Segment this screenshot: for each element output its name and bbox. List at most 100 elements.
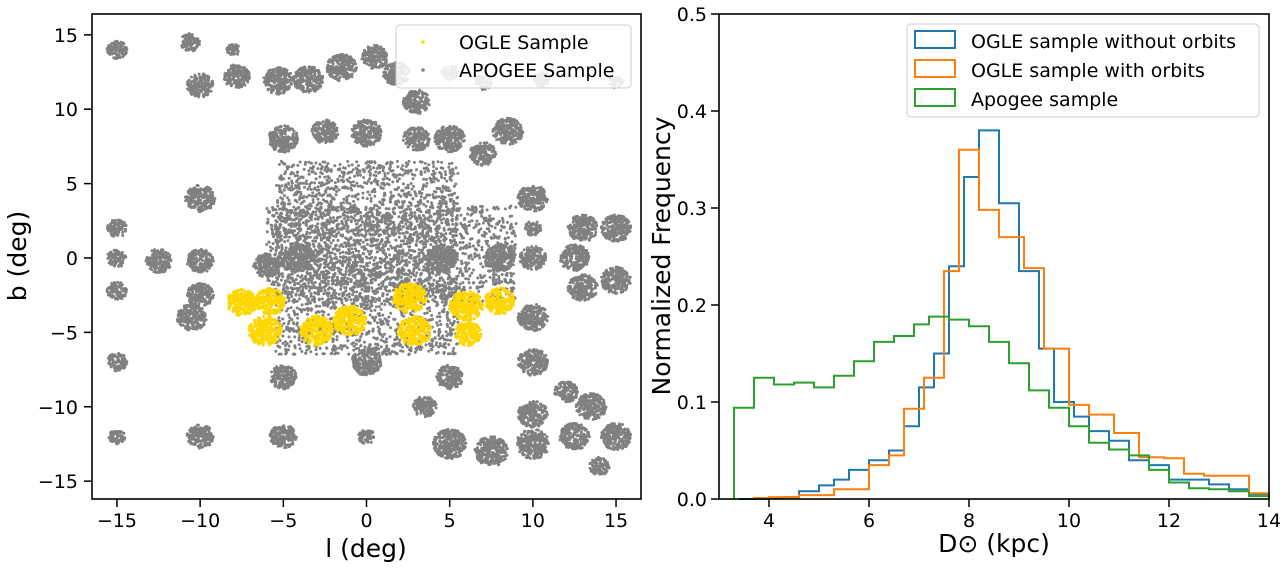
scatter-point [511,272,515,276]
scatter-point [295,190,299,194]
scatter-point [205,78,209,82]
scatter-point [423,170,427,174]
scatter-point [436,302,440,306]
scatter-point [194,40,198,43]
scatter-point [287,344,291,348]
scatter-point [363,228,367,232]
scatter-point [401,219,405,223]
scatter-point [274,208,278,212]
scatter-point [388,262,392,266]
scatter-point [283,185,287,189]
scatter-point [444,232,448,236]
scatter-point [382,280,385,283]
scatter-point [471,244,475,248]
scatter-point [273,253,277,257]
scatter-point [284,343,287,347]
scatter-point [325,346,329,350]
scatter-point [461,272,465,276]
scatter-point [352,344,356,348]
scatter-point [297,226,301,230]
scatter-point [392,284,396,287]
scatter-point [370,286,374,290]
scatter-point [284,279,288,283]
scatter-point [396,275,400,279]
scatter-point [298,190,302,194]
scatter-point [277,316,281,320]
scatter-point [441,288,445,292]
scatter-point [455,234,458,237]
scatter-point [307,300,311,304]
scatter-point [367,222,370,226]
scatter-point [327,271,331,275]
scatter-point [462,226,466,230]
scatter-point [366,190,370,194]
scatter-point [343,260,347,264]
scatter-point [317,310,321,314]
scatter-point [280,238,284,242]
scatter-point [383,265,387,269]
scatter-point [441,233,445,237]
scatter-point [394,255,397,259]
scatter-point [342,344,346,348]
scatter-point [373,160,377,164]
scatter-point [382,165,386,169]
scatter-point [376,221,379,225]
scatter-point [277,274,281,278]
scatter-point [365,166,369,170]
scatter-point [190,34,193,38]
scatter-point [291,327,295,331]
scatter-point [280,243,284,247]
scatter-point [407,248,411,252]
scatter-point [450,161,454,165]
scatter-point [402,268,406,272]
scatter-point [288,316,292,320]
scatter-point [386,323,390,327]
scatter-point [419,171,423,175]
scatter-point [382,177,386,181]
scatter-point [465,225,469,228]
scatter-point [380,215,384,219]
scatter-point [454,218,458,221]
scatter-point [310,181,314,185]
scatter-point [397,186,400,189]
scatter-point [356,197,360,201]
scatter-point [309,218,313,222]
scatter-point [325,220,329,224]
scatter-point [464,230,468,234]
scatter-point [181,35,185,39]
scatter-point [305,230,309,234]
scatter-point [410,187,414,191]
scatter-point [359,259,363,263]
scatter-point [316,230,320,234]
scatter-point [292,309,296,313]
scatter-point [380,218,384,221]
scatter-point [512,281,516,285]
scatter-point [353,174,356,178]
scatter-point [280,246,284,250]
scatter-point [371,267,375,271]
scatter-point [306,312,309,316]
scatter-point [350,342,354,346]
scatter-point [404,222,408,226]
scatter-point [373,278,377,282]
scatter-point [453,201,457,205]
scatter-point [401,349,405,353]
scatter-point [497,235,501,239]
scatter-point [494,235,498,239]
scatter-point [441,345,445,348]
scatter-point [296,274,300,278]
scatter-point [297,343,301,347]
scatter-point [450,281,454,285]
scatter-point [503,278,507,282]
scatter-point [404,258,408,262]
scatter-point [432,165,436,169]
scatter-point [320,181,324,185]
scatter-point [368,305,372,309]
scatter-point [452,228,456,232]
scatter-point [431,219,435,223]
scatter-point [320,249,324,253]
scatter-point [286,196,289,200]
scatter-point [292,193,296,197]
scatter-point [355,338,359,342]
scatter-point [456,171,460,175]
